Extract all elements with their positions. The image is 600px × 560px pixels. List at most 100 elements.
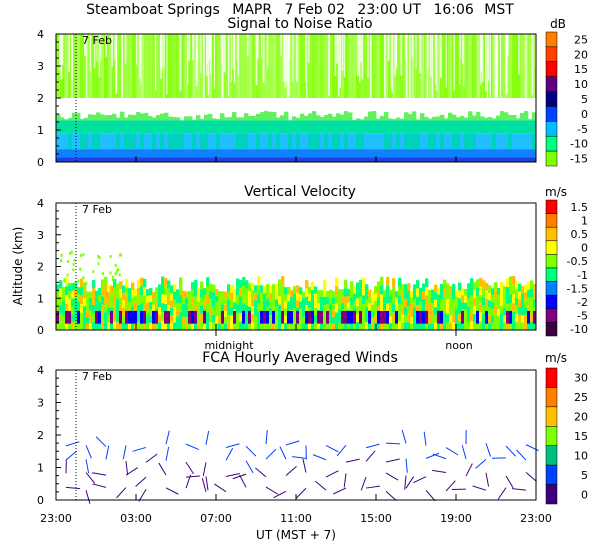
- vv-ytick-label: 3: [37, 229, 44, 242]
- snr-colorbar-label: 5: [581, 93, 588, 106]
- vv-colorbar-label: 1.5: [571, 201, 589, 214]
- snr-colorbar-swatch: [545, 76, 558, 92]
- snr-colorbar-swatch: [545, 46, 558, 63]
- vv-colorbar-swatch: [545, 213, 558, 228]
- wind-colorbar-label: 15: [574, 430, 588, 443]
- snr-title: Signal to Noise Ratio: [227, 16, 372, 32]
- snr-colorbar-swatch: [545, 150, 558, 167]
- vv-colorbar-swatch: [545, 240, 558, 255]
- vv-date-marker-label: 7 Feb: [82, 203, 112, 216]
- wind-colorbar-swatch: [545, 426, 558, 446]
- vv-plot-area: [56, 250, 537, 330]
- vv-colorbar-label: 0.5: [571, 228, 589, 241]
- header-station: Steamboat Springs: [86, 2, 220, 18]
- wind-frame: [55, 369, 537, 501]
- vv-colorbar-swatch: [545, 199, 558, 214]
- vv-colorbar-label: -10: [570, 323, 588, 336]
- header-ut-time: 23:00 UT: [357, 2, 421, 18]
- snr-colorbar-swatch: [545, 121, 558, 137]
- wind-date-marker-label: 7 Feb: [82, 370, 112, 383]
- snr-units: dB: [550, 17, 566, 31]
- vv-ytick-label: 1: [37, 292, 44, 305]
- vv-colorbar-label: 0: [581, 242, 588, 255]
- snr-colorbar-label: 25: [574, 33, 588, 46]
- wind-colorbar-swatch: [545, 484, 558, 505]
- snr-colorbar-swatch: [545, 106, 558, 122]
- snr-colorbar-swatch: [545, 61, 558, 77]
- snr-date-marker-label: 7 Feb: [82, 34, 112, 47]
- wind-colorbar-swatch: [545, 406, 558, 427]
- snr-colorbar-swatch: [545, 31, 558, 48]
- vv-colorbar-label: 1: [581, 214, 588, 227]
- wind-colorbar-swatch: [545, 464, 558, 485]
- snr-ytick-label: 4: [37, 28, 44, 41]
- wind-colorbar-label: 0: [581, 488, 588, 501]
- wind-colorbar-label: 25: [574, 391, 588, 404]
- vv-ytick-label: 4: [37, 197, 44, 210]
- vv-ytick-label: 2: [37, 261, 44, 274]
- header-mst-time: 16:06: [433, 2, 473, 18]
- snr-ytick-label: 1: [37, 124, 44, 137]
- vv-colorbar-swatch: [545, 254, 558, 269]
- vv-colorbar-label: -2: [577, 296, 588, 309]
- snr-ytick-label: 2: [37, 92, 44, 105]
- figure-header: Steamboat Springs MAPR 7 Feb 02 23:00 UT…: [86, 2, 514, 18]
- wind-colorbar-label: 30: [574, 372, 588, 385]
- winds-panel: FCA Hourly Averaged Winds m/s 0 1 2 3 4 7 Feb…: [37, 350, 588, 507]
- noon-label: noon: [445, 339, 472, 352]
- snr-colorbar-label: -5: [577, 123, 588, 136]
- altitude-axis-label: Altitude (km): [11, 227, 25, 306]
- vv-colorbar-swatch: [545, 226, 558, 242]
- winds-title: FCA Hourly Averaged Winds: [202, 350, 398, 366]
- wind-plot-area: [65, 429, 539, 504]
- snr-plot-area: [56, 34, 537, 162]
- winds-units: m/s: [545, 351, 567, 365]
- vv-colorbar-swatch: [545, 281, 558, 296]
- snr-colorbar-label: -15: [570, 153, 588, 166]
- snr-panel: Signal to Noise Ratio dB 0 1 2 3 4 7 Feb 25 20 1…: [37, 16, 588, 169]
- x-tick-label: 11:00: [280, 512, 312, 525]
- header-mst-label: MST: [484, 2, 514, 18]
- vv-ytick-label: 0: [37, 324, 44, 337]
- snr-colorbar-swatch: [545, 135, 558, 152]
- vv-colorbar-swatch: [545, 267, 558, 282]
- midnight-label: midnight: [204, 339, 254, 352]
- x-tick-label: 07:00: [200, 512, 232, 525]
- wind-ytick-label: 4: [37, 364, 44, 377]
- wind-colorbar-swatch: [545, 367, 558, 388]
- snr-colorbar-label: 15: [574, 63, 588, 76]
- wind-ytick-label: 0: [37, 494, 44, 507]
- x-tick-label: 23:00: [40, 512, 72, 525]
- vv-colorbar-label: -5: [577, 310, 588, 323]
- vv-colorbar-label: -1: [577, 269, 588, 282]
- vertical-velocity-panel: Vertical Velocity m/s Altitude (km) midn…: [11, 184, 588, 352]
- snr-colorbar-label: 10: [574, 78, 588, 91]
- wind-ytick-label: 2: [37, 429, 44, 442]
- snr-colorbar-label: -10: [570, 138, 588, 151]
- snr-colorbar-label: 20: [574, 48, 588, 61]
- header-instrument: MAPR: [232, 2, 272, 18]
- vv-colorbar-label: -1.5: [567, 282, 588, 295]
- x-tick-label: 19:00: [440, 512, 472, 525]
- wind-colorbar-swatch: [545, 445, 558, 466]
- x-tick-label: 03:00: [120, 512, 152, 525]
- wind-colorbar-label: 10: [574, 449, 588, 462]
- wind-colorbar-label: 20: [574, 411, 588, 424]
- vv-colorbar-swatch: [545, 308, 558, 323]
- x-axis: 23:00 03:00 07:00 11:00 15:00 19:00 23:00: [40, 512, 552, 525]
- vv-colorbar-label: -0.5: [567, 255, 588, 268]
- vv-units: m/s: [545, 185, 567, 199]
- vv-colorbar-swatch: [545, 294, 558, 310]
- vv-colorbar-swatch: [545, 322, 558, 337]
- snr-ytick-label: 0: [37, 156, 44, 169]
- vv-title: Vertical Velocity: [244, 184, 356, 200]
- wind-ytick-label: 1: [37, 462, 44, 475]
- x-tick-label: 15:00: [360, 512, 392, 525]
- wind-ytick-label: 3: [37, 397, 44, 410]
- snr-colorbar-label: 0: [581, 108, 588, 121]
- snr-ytick-label: 3: [37, 60, 44, 73]
- wind-colorbar-swatch: [545, 387, 558, 408]
- snr-colorbar-swatch: [545, 91, 558, 107]
- wind-colorbar-label: 5: [581, 469, 588, 482]
